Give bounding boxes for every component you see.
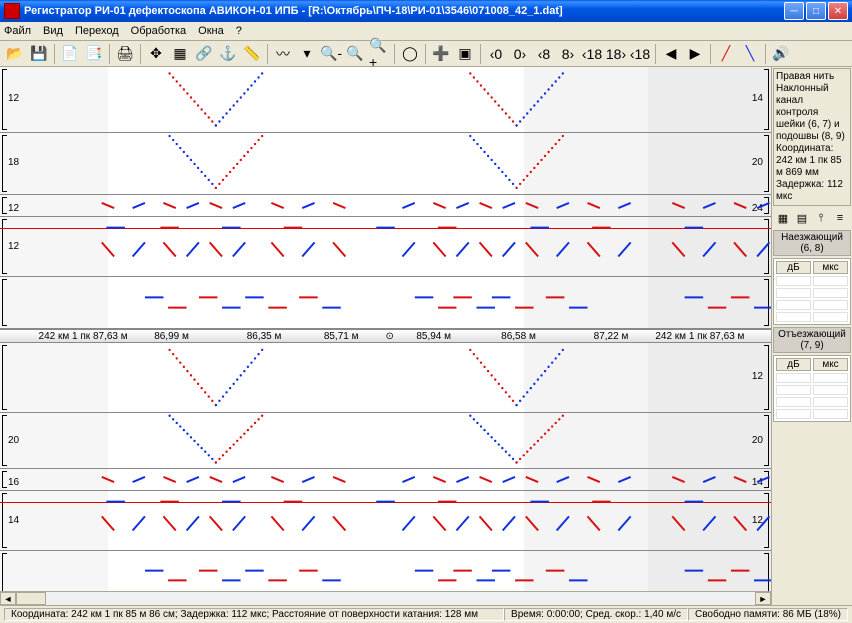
- window-buttons: ─ □ ✕: [784, 2, 848, 20]
- info-delay: Задержка: 112 мкс: [776, 179, 848, 203]
- red-diag-button[interactable]: ╱: [715, 43, 737, 65]
- next-button[interactable]: ▶: [684, 43, 706, 65]
- ruler-button[interactable]: 📏: [241, 43, 263, 65]
- maximize-button[interactable]: □: [806, 2, 826, 20]
- copy-button[interactable]: 📑: [83, 43, 105, 65]
- zoom-fit-button[interactable]: 🔍: [344, 43, 366, 65]
- blue-diag-button[interactable]: ╲: [739, 43, 761, 65]
- +8-button[interactable]: 8›: [557, 43, 579, 65]
- menu-Вид[interactable]: Вид: [43, 25, 63, 37]
- panel-outgoing-header: Отъезжающий (7, 9): [773, 327, 851, 353]
- ruler-label: 85,71 м: [324, 331, 359, 342]
- canvas-area: 1214182012241212202016141412 ⊙242 км 1 п…: [0, 67, 772, 605]
- -18b-button[interactable]: ‹18: [629, 43, 651, 65]
- status-memory: Свободно памяти: 86 МБ (18%): [688, 608, 848, 621]
- save-button[interactable]: 💾: [28, 43, 50, 65]
- ruler-label: 85,94 м: [416, 331, 451, 342]
- info-rail: Правая нить: [776, 71, 848, 83]
- titlebar: Регистратор РИ-01 дефектоскопа АВИКОН-01…: [0, 0, 852, 22]
- horizontal-scrollbar[interactable]: ◄ ►: [0, 591, 771, 605]
- bscan-strip-8[interactable]: 1412: [0, 491, 771, 551]
- media-button[interactable]: ▣: [454, 43, 476, 65]
- close-button[interactable]: ✕: [828, 2, 848, 20]
- bscan-strip-7[interactable]: 1614: [0, 469, 771, 491]
- doc-button[interactable]: 📄: [59, 43, 81, 65]
- print-button[interactable]: 🖨: [114, 43, 136, 65]
- statusbar: Координата: 242 км 1 пк 85 м 86 см; Заде…: [0, 605, 852, 623]
- window-title: Регистратор РИ-01 дефектоскопа АВИКОН-01…: [24, 5, 784, 17]
- chev-button[interactable]: ▾: [296, 43, 318, 65]
- grid-button[interactable]: ▦: [169, 43, 191, 65]
- ruler-label: 86,35 м: [247, 331, 282, 342]
- scroll-left-button[interactable]: ◄: [0, 592, 16, 605]
- link-button[interactable]: 🔗: [193, 43, 215, 65]
- ruler-center-icon: ⊙: [386, 331, 394, 342]
- panel-incoming-header: Наезжающий (6, 8): [773, 230, 851, 256]
- zoom-out-button[interactable]: 🔍-: [320, 43, 342, 65]
- menu-Обработка[interactable]: Обработка: [131, 25, 186, 37]
- app-icon: [4, 3, 20, 19]
- bscan-strip-1[interactable]: 1820: [0, 133, 771, 195]
- +18-button[interactable]: 18›: [605, 43, 627, 65]
- -8-button[interactable]: ‹8: [533, 43, 555, 65]
- open-button[interactable]: 📂: [4, 43, 26, 65]
- scroll-thumb[interactable]: [16, 592, 46, 605]
- anchor-button[interactable]: ⚓: [217, 43, 239, 65]
- info-box: Правая нить Наклонный канал контроля шей…: [773, 68, 851, 206]
- view-list-icon[interactable]: ▤: [793, 209, 811, 227]
- speaker-button[interactable]: 🔊: [770, 43, 792, 65]
- zoom-in-button[interactable]: 🔍+: [368, 43, 390, 65]
- bscan-strip-2[interactable]: 1224: [0, 195, 771, 217]
- menu-Переход[interactable]: Переход: [75, 25, 119, 37]
- 0--button[interactable]: 0›: [509, 43, 531, 65]
- -18-button[interactable]: ‹18: [581, 43, 603, 65]
- ruler-label: 87,22 м: [594, 331, 629, 342]
- bscan-strip-6[interactable]: 2020: [0, 413, 771, 469]
- scroll-right-button[interactable]: ►: [755, 592, 771, 605]
- col-db: дБ: [776, 358, 811, 371]
- prev-button[interactable]: ◀: [660, 43, 682, 65]
- menu-Файл[interactable]: Файл: [4, 25, 31, 37]
- bscan-strip-3[interactable]: 12: [0, 217, 771, 277]
- col-mks: мкс: [813, 358, 848, 371]
- ruler-label: 242 км 1 пк 87,63 м: [655, 331, 744, 342]
- ruler-label: 242 км 1 пк 87,63 м: [39, 331, 128, 342]
- menubar: Файл Вид Переход Обработка Окна?: [0, 22, 852, 41]
- sidebar-toolbar: ▦ ▤ ⫯ ≡: [772, 207, 852, 229]
- cursor-button[interactable]: ✥: [145, 43, 167, 65]
- sidebar: Правая нить Наклонный канал контроля шей…: [772, 67, 852, 605]
- col-db: дБ: [776, 261, 811, 274]
- menu-Окна[interactable]: Окна: [198, 25, 224, 37]
- info-channel: Наклонный канал контроля шейки (6, 7) и …: [776, 83, 848, 143]
- circle-button[interactable]: ◯: [399, 43, 421, 65]
- col-mks: мкс: [813, 261, 848, 274]
- coordinate-ruler: ⊙ 242 км 1 пк 87,63 м 86,99 м 86,35 м 85,71 …: [0, 329, 771, 343]
- plus-button[interactable]: ➕: [430, 43, 452, 65]
- view-bars-icon[interactable]: ≡: [831, 209, 849, 227]
- ruler-label: 86,99 м: [154, 331, 189, 342]
- menu-?[interactable]: ?: [236, 25, 242, 37]
- status-time: Время: 0:00:00; Сред. скор.: 1,40 м/с: [504, 608, 688, 621]
- panel-incoming-table: дБмкс: [773, 258, 851, 325]
- info-coord: Координата: 242 км 1 пк 85 м 869 мм: [776, 143, 848, 179]
- wave-button[interactable]: 〰: [272, 43, 294, 65]
- main-area: 1214182012241212202016141412 ⊙242 км 1 п…: [0, 67, 852, 605]
- bscan-strip-5[interactable]: 12: [0, 343, 771, 413]
- bscan-strip-0[interactable]: 1214: [0, 67, 771, 133]
- bscan-strip-4[interactable]: [0, 277, 771, 329]
- -0-button[interactable]: ‹0: [485, 43, 507, 65]
- minimize-button[interactable]: ─: [784, 2, 804, 20]
- ruler-label: 86,58 м: [501, 331, 536, 342]
- scroll-track[interactable]: [16, 592, 755, 605]
- view-grid-icon[interactable]: ▦: [774, 209, 792, 227]
- toolbar: 📂💾📄📑🖨✥▦🔗⚓📏〰▾🔍-🔍🔍+◯➕▣‹00›‹88›‹1818›‹18◀▶╱…: [0, 41, 852, 67]
- view-chart-icon[interactable]: ⫯: [812, 209, 830, 227]
- panel-outgoing-table: дБмкс: [773, 355, 851, 422]
- status-main: Координата: 242 км 1 пк 85 м 86 см; Заде…: [4, 608, 504, 621]
